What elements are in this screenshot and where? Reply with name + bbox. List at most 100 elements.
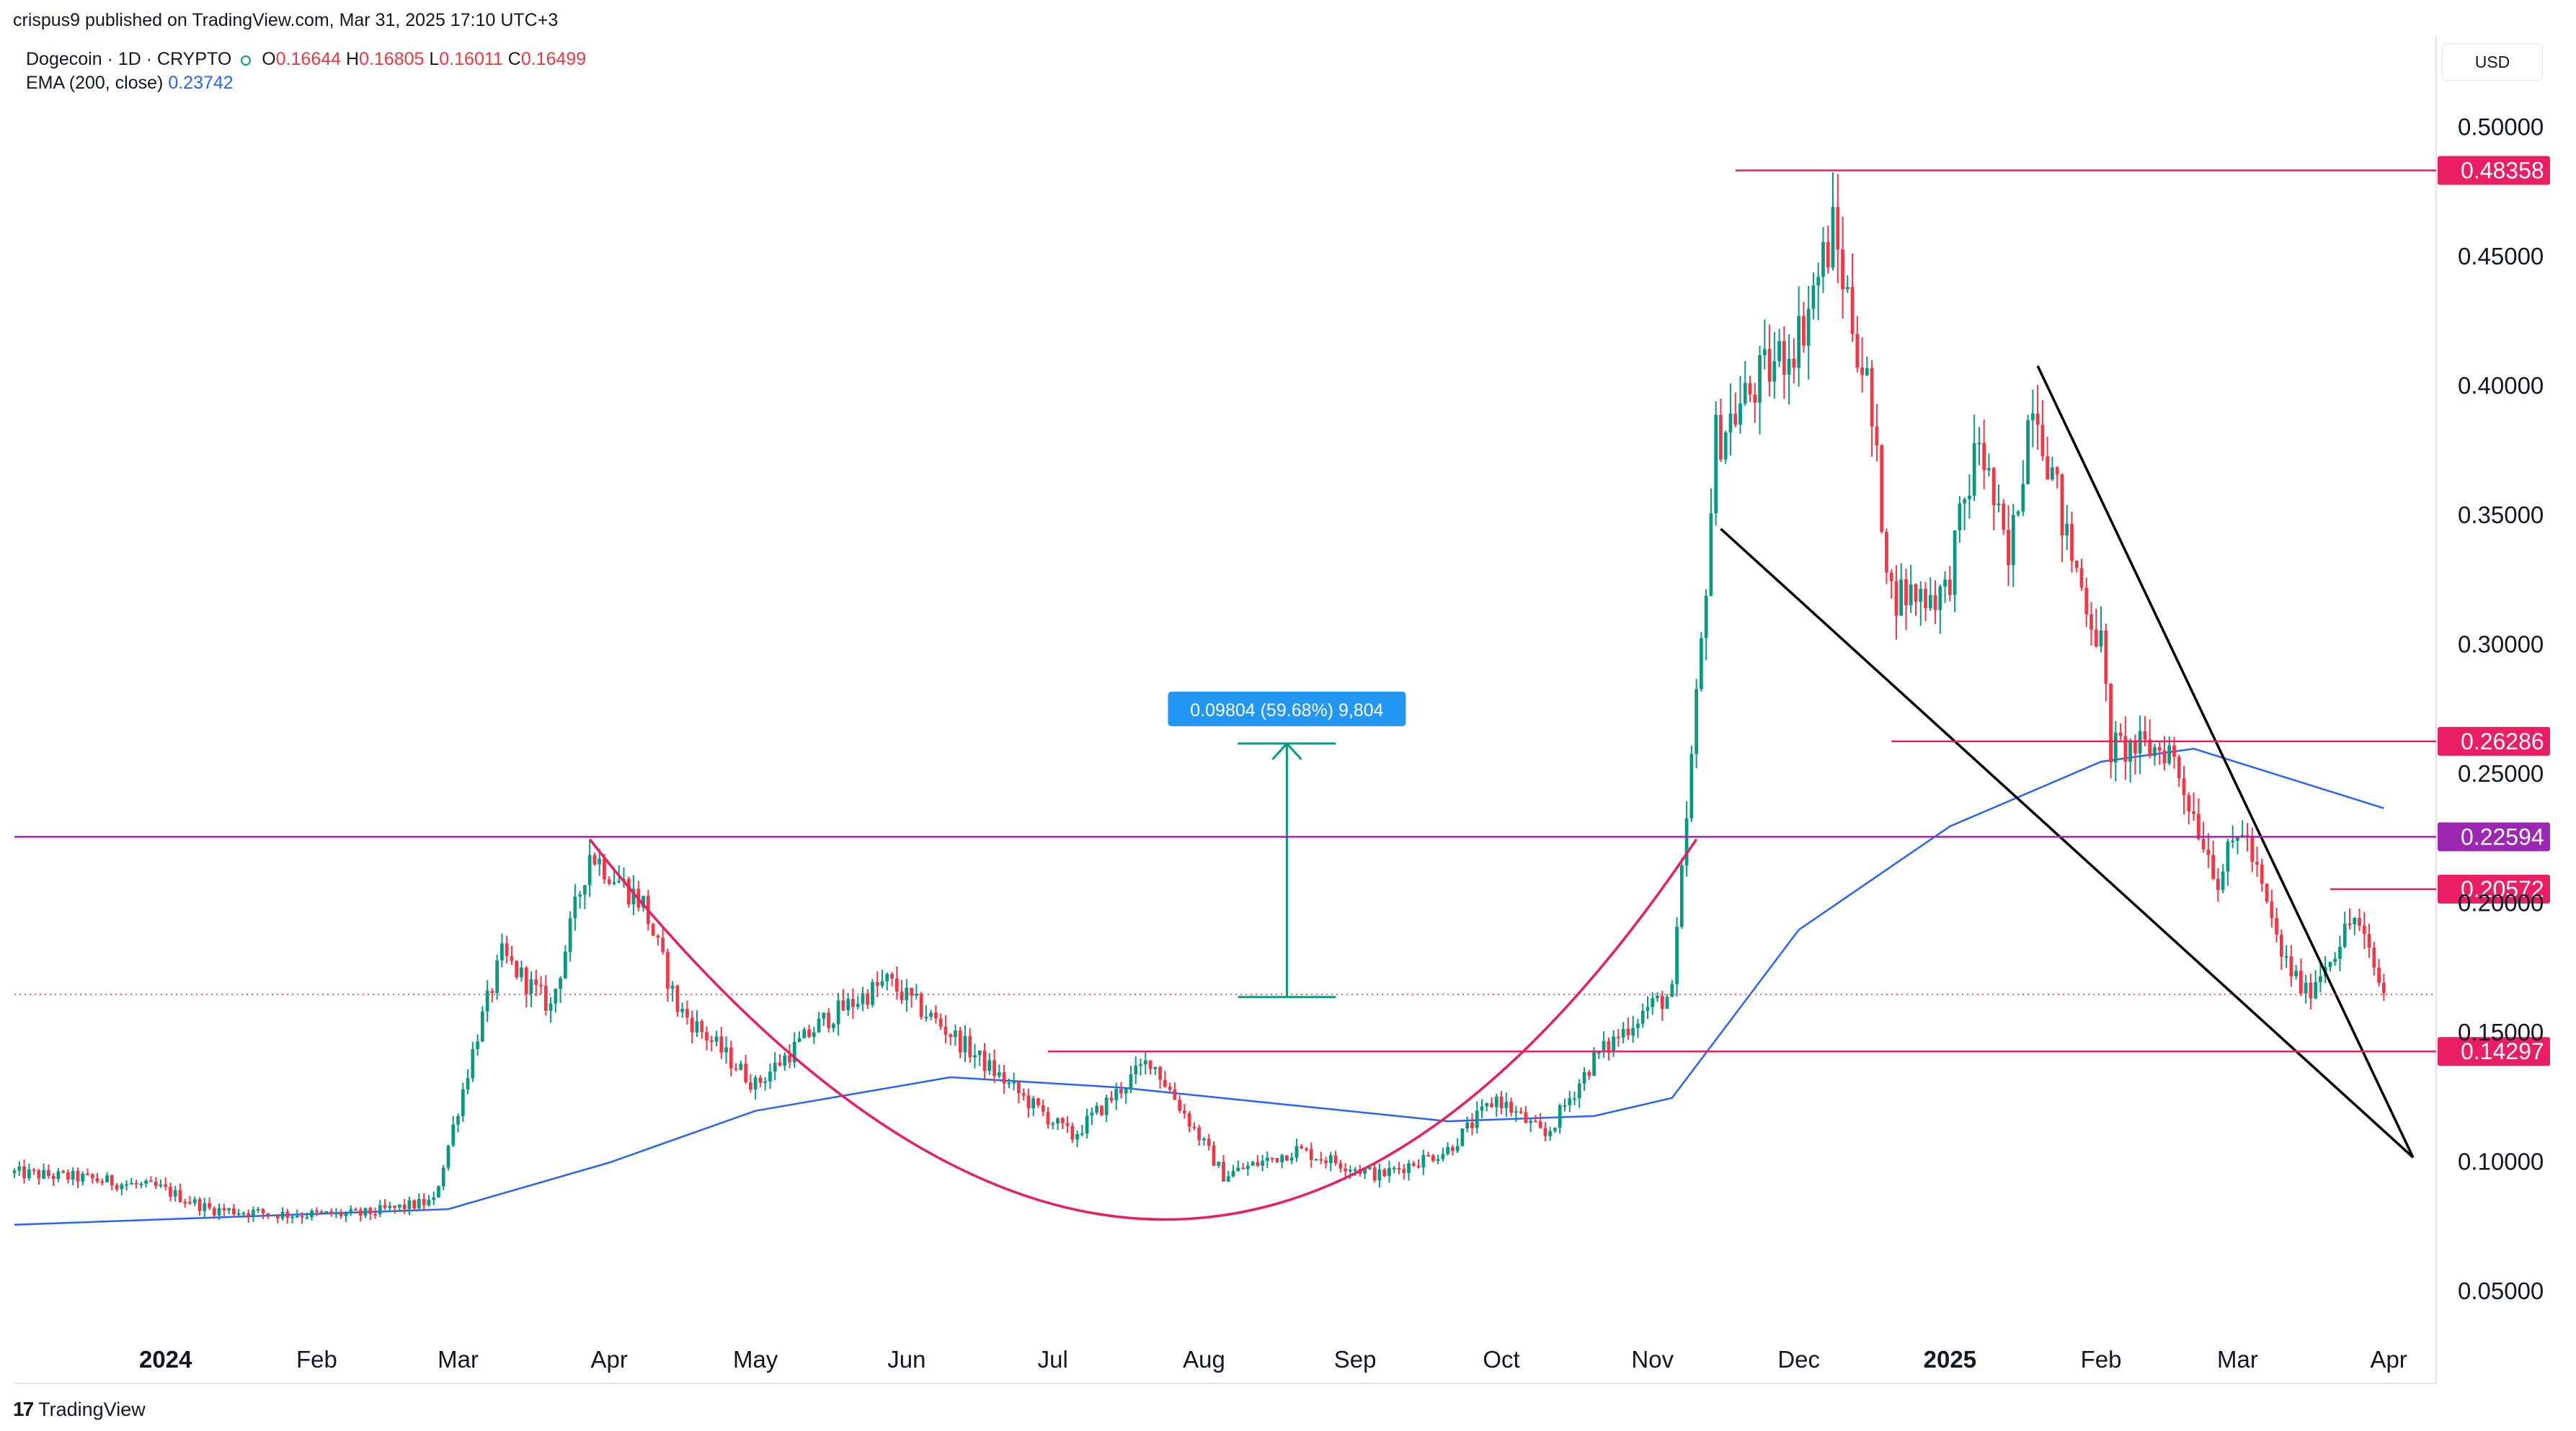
- candle-body: [2372, 948, 2376, 968]
- candle-body: [919, 994, 923, 1017]
- candle-body: [1485, 1103, 1489, 1107]
- candle-body: [432, 1197, 436, 1200]
- candle-body: [1904, 579, 1908, 606]
- candle-body: [1651, 998, 1655, 1007]
- currency-selector[interactable]: USD: [2442, 43, 2543, 81]
- candle-body: [2007, 530, 2010, 566]
- candle-body: [2153, 746, 2157, 757]
- candle-body: [505, 943, 509, 956]
- candle-body: [1758, 355, 1762, 403]
- candle-body: [1245, 1165, 1250, 1169]
- candle-body: [1134, 1065, 1138, 1075]
- candle-body: [1183, 1110, 1186, 1114]
- candle-body: [1041, 1105, 1045, 1113]
- candle-body: [451, 1124, 456, 1146]
- candle-body: [802, 1029, 807, 1039]
- candle-body: [1738, 403, 1742, 425]
- y-tick-label: 0.45000: [2458, 243, 2544, 269]
- candle-body: [1684, 818, 1689, 866]
- candle-body: [159, 1184, 163, 1186]
- candle-body: [910, 988, 913, 996]
- candle-body: [583, 885, 587, 895]
- candle-body: [861, 993, 865, 1004]
- candle-body: [1695, 689, 1698, 754]
- candle-body: [427, 1200, 431, 1205]
- candle-body: [1241, 1167, 1245, 1169]
- candle-body: [2143, 731, 2147, 740]
- symbol-legend[interactable]: Dogecoin · 1D · CRYPTO O0.16644 H0.16805…: [26, 49, 586, 70]
- price-axis[interactable]: 0.50000 0.45000 0.40000 0.35000 0.30000 0.250…: [2458, 114, 2544, 1305]
- candle-body: [612, 882, 616, 884]
- candle-body: [217, 1208, 221, 1216]
- candle-body: [1153, 1066, 1158, 1069]
- x-tick-label: 2024: [139, 1346, 192, 1373]
- candle-body: [1538, 1121, 1542, 1128]
- candle-body: [1309, 1149, 1313, 1160]
- ema-legend[interactable]: EMA (200, close) 0.23742: [26, 73, 234, 94]
- candle-body: [1855, 334, 1860, 368]
- candle-body: [1909, 584, 1913, 606]
- candle-body: [1519, 1111, 1523, 1113]
- level-price-badge: [2438, 874, 2550, 904]
- candle-body: [1002, 1072, 1006, 1084]
- publisher-line: crispus9 published on TradingView.com, M…: [13, 10, 559, 30]
- candle-body: [1348, 1169, 1352, 1172]
- candle-body: [1382, 1169, 1387, 1177]
- candle-body: [1689, 754, 1694, 819]
- candle-body: [924, 1017, 928, 1019]
- x-tick-label: May: [733, 1346, 778, 1373]
- candle-body: [1421, 1155, 1426, 1168]
- candle-body: [963, 1035, 967, 1053]
- tradingview-logo[interactable]: 17 TradingView: [13, 1398, 146, 1421]
- candle-body: [2226, 841, 2230, 872]
- candle-body: [1275, 1158, 1279, 1162]
- candle-body: [1607, 1040, 1611, 1051]
- candle-body: [1338, 1163, 1343, 1169]
- candle-body: [1845, 287, 1849, 290]
- candle-body: [2084, 587, 2089, 615]
- candle-body: [1568, 1098, 1572, 1105]
- y-tick-label: 0.30000: [2458, 631, 2544, 658]
- candle-body: [2275, 917, 2278, 935]
- candle-body: [441, 1167, 445, 1187]
- candle-body: [1314, 1159, 1318, 1161]
- candle-body: [1056, 1118, 1060, 1124]
- candle-body: [724, 1047, 728, 1053]
- candle-body: [2255, 862, 2259, 865]
- candle-body: [1582, 1071, 1586, 1084]
- candle-body: [929, 1012, 933, 1017]
- candle-body: [280, 1211, 285, 1218]
- candle-body: [714, 1036, 719, 1042]
- candle-body: [1402, 1169, 1406, 1174]
- candle-body: [315, 1211, 319, 1213]
- measure-label: 0.09804 (59.68%) 9,804: [1190, 700, 1383, 721]
- candle-body: [2353, 918, 2357, 924]
- x-tick-label: Apr: [2370, 1346, 2407, 1373]
- candle-body: [339, 1212, 343, 1216]
- candle-body: [739, 1064, 743, 1070]
- candle-body: [134, 1182, 138, 1185]
- x-tick-label: Mar: [2217, 1346, 2258, 1373]
- candle-body: [275, 1215, 280, 1218]
- level-price-label: 0.14297: [2461, 1038, 2544, 1064]
- candle-body: [675, 986, 680, 1012]
- candle-body: [841, 1000, 845, 1011]
- time-axis[interactable]: 2024 Feb Mar Apr May Jun Jul Aug Sep Oct Nov Dec 202…: [139, 1346, 2407, 1373]
- candle-body: [393, 1205, 396, 1208]
- candle-body: [203, 1203, 207, 1211]
- candle-body: [1051, 1123, 1055, 1125]
- candle-body: [515, 960, 519, 978]
- candle-body: [685, 1009, 689, 1018]
- candle-body: [1446, 1147, 1450, 1154]
- candle-body: [1977, 442, 1981, 445]
- candle-body: [2094, 629, 2098, 647]
- wedge-trendline: [1720, 527, 2415, 1159]
- candle-body: [480, 1011, 484, 1042]
- candle-body: [1460, 1128, 1465, 1146]
- candle-body: [363, 1208, 368, 1216]
- candle-body: [534, 979, 538, 985]
- candle-body: [1631, 1027, 1635, 1036]
- candle-body: [1100, 1105, 1103, 1115]
- candle-body: [1441, 1154, 1445, 1159]
